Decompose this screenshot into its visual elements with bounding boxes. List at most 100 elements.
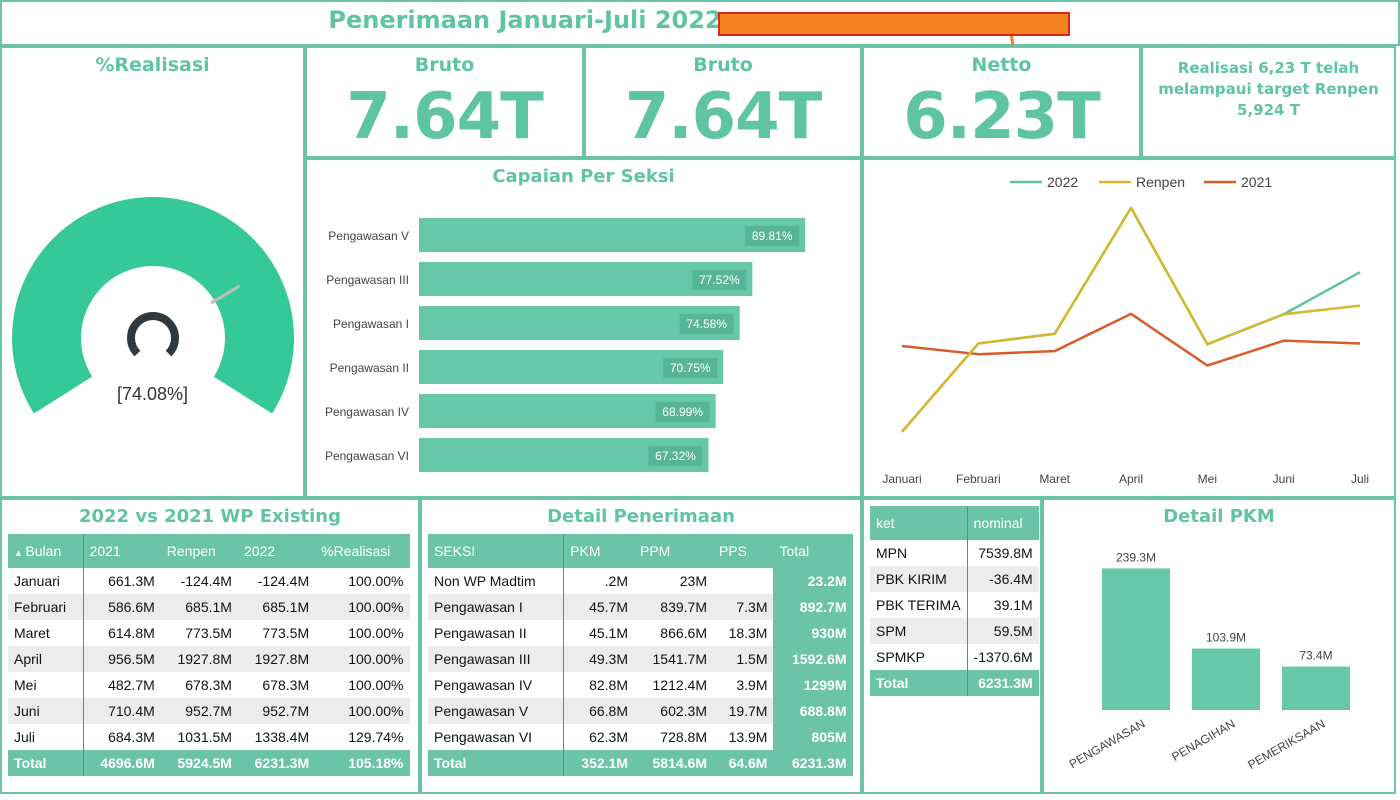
column-header[interactable]: ▲ Bulan — [8, 534, 84, 568]
table-cell: Maret — [8, 620, 84, 646]
x-tick-label: Januari — [882, 472, 921, 486]
table-row: SPMKP -1370.6M — [870, 644, 1039, 670]
kpi-title: Netto — [971, 54, 1032, 76]
column-header[interactable]: nominal — [967, 506, 1039, 540]
table-cell: 1.5M — [712, 646, 774, 672]
column-header[interactable]: Renpen — [160, 534, 238, 568]
bar-label-bg — [655, 402, 710, 422]
table-cell: 23M — [679, 573, 707, 589]
column-header[interactable]: Total — [773, 534, 853, 568]
total-cell: Total — [428, 750, 565, 776]
table-row: PBK KIRIM -36.4M — [870, 566, 1039, 592]
x-tick-label: Februari — [956, 472, 1001, 486]
table-cell: Pengawasan V — [428, 698, 565, 724]
table-cell: SPM — [870, 618, 968, 644]
x-tick-label: PENGAWASAN — [1067, 716, 1148, 771]
column-header[interactable]: PKM — [563, 534, 634, 568]
wp-table-title: 2022 vs 2021 WP Existing — [78, 506, 342, 527]
table-cell: Mei — [8, 672, 84, 698]
bar-label-bg — [745, 226, 800, 246]
table-cell: 602.3M — [634, 698, 713, 724]
pkm-bar-chart: 239.3M PENGAWASAN 103.9M PENAGIHAN 73.4M PEME… — [1067, 550, 1350, 772]
table-cell: 678.3M — [185, 677, 232, 693]
table-cell: 866.6M — [660, 625, 707, 641]
bar-label-bg — [663, 358, 718, 378]
table-cell: 614.8M — [108, 625, 155, 641]
table-row: SPM 59.5M — [870, 618, 1039, 644]
table-cell: 661.3M — [108, 573, 155, 589]
x-tick-label: Juni — [1273, 472, 1295, 486]
table-total-row: Total 6231.3M — [870, 670, 1039, 696]
table-cell: 100.00% — [315, 698, 410, 724]
bar-category-label: Pengawasan III — [326, 273, 409, 287]
table-cell: 39.1M — [993, 597, 1033, 613]
table-cell: 129.74% — [348, 729, 404, 745]
kpi-value: 7.64T — [346, 80, 544, 154]
bar-category-label: Pengawasan IV — [325, 405, 409, 419]
table-cell: 1338.4M — [254, 729, 310, 745]
table-row: Non WP Madtim .2M 23M 23.2M — [428, 568, 853, 594]
gauge-needle — [210, 284, 241, 305]
total-cell: 105.18% — [315, 750, 410, 776]
table-total-row: Total 352.1M 5814.6M 64.6M 6231.3M — [428, 750, 853, 776]
table-row: Januari 661.3M -124.4M -124.4M 100.00% — [8, 568, 410, 594]
table-cell: 1212.4M — [652, 677, 707, 693]
table-cell: 773.5M — [262, 625, 310, 641]
table-cell: -124.4M — [257, 573, 310, 589]
table-cell: .2M — [604, 573, 628, 589]
bar — [1282, 666, 1350, 710]
table-row: Juni 710.4M 952.7M 952.7M 100.00% — [8, 698, 410, 724]
table-cell: 100.00% — [315, 594, 410, 620]
table-cell: 773.5M — [185, 625, 232, 641]
table-cell: 1299M — [773, 672, 853, 698]
gauge-title: %Realisasi — [95, 54, 210, 76]
bar-value-label: 89.81% — [752, 229, 793, 243]
column-header[interactable]: %Realisasi — [315, 534, 410, 568]
table-row: Pengawasan IV 82.8M 1212.4M 3.9M 1299M — [428, 672, 853, 698]
column-header[interactable]: ket — [870, 506, 968, 540]
wp-table: ▲ Bulan 2021 Renpen 2022 %Realisasi Januari 66… — [8, 534, 410, 776]
column-header[interactable]: 2021 — [83, 534, 161, 568]
table-header-row: SEKSI PKM PPM PPS Total — [428, 534, 853, 568]
table-row: MPN 7539.8M — [870, 540, 1039, 566]
table-row: April 956.5M 1927.8M 1927.8M 100.00% — [8, 646, 410, 672]
table-cell: 678.3M — [262, 677, 310, 693]
table-cell: 930M — [773, 620, 853, 646]
table-cell: 100.00% — [315, 646, 410, 672]
table-cell: -1370.6M — [973, 649, 1033, 665]
bar-value-label: 70.75% — [670, 361, 711, 375]
table-cell: 59.5M — [967, 618, 1039, 644]
kpi-card-bruto-1: Bruto 7.64T — [305, 46, 584, 158]
column-header[interactable]: PPM — [634, 534, 713, 568]
monthly-line-chart: 2022 Renpen 2021 Januari Februari Maret April M… — [882, 174, 1369, 486]
table-cell: 482.7M — [108, 677, 155, 693]
bar-value-label: 77.52% — [699, 273, 740, 287]
total-cell: 6231.3M — [237, 750, 316, 776]
bar-category-label: Pengawasan VI — [325, 449, 409, 463]
bar-value-label: 73.4M — [1299, 649, 1332, 663]
bar-label-bg — [648, 446, 703, 466]
kpi-card-netto: Netto 6.23T — [862, 46, 1141, 158]
total-cell: Total — [8, 750, 84, 776]
table-cell: 3.9M — [736, 677, 768, 693]
bar-value-label: 239.3M — [1116, 550, 1156, 564]
column-header[interactable]: 2022 — [237, 534, 316, 568]
sort-ascending-icon[interactable]: ▲ — [14, 548, 26, 558]
realisasi-note: Realisasi 6,23 T telah melampaui target … — [1158, 59, 1379, 119]
table-cell: Pengawasan III — [428, 646, 565, 672]
table-cell: Pengawasan VI — [428, 724, 565, 750]
table-cell: 100.00% — [348, 677, 404, 693]
table-cell: 100.00% — [348, 625, 404, 641]
gauge-center-icon — [127, 312, 179, 357]
table-cell: 13.9M — [728, 729, 768, 745]
table-cell: -36.4M — [967, 566, 1039, 592]
table-cell: 1592.6M — [773, 646, 853, 672]
table-cell: Juli — [8, 724, 84, 750]
table-cell: April — [8, 646, 84, 672]
kpi-value: 7.64T — [624, 80, 823, 154]
x-tick-label: Maret — [1039, 472, 1070, 486]
column-header[interactable]: PPS — [712, 534, 774, 568]
column-header[interactable]: SEKSI — [428, 534, 565, 568]
table-cell: 45.1M — [589, 625, 628, 641]
table-row: Februari 586.6M 685.1M 685.1M 100.00% — [8, 594, 410, 620]
